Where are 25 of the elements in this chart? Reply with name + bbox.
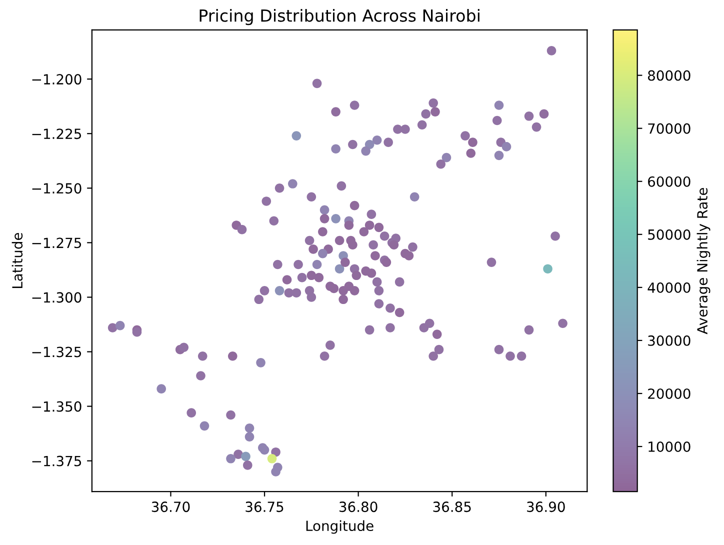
x-tick-label: 36.75: [246, 502, 284, 512]
y-tick-label: −1.200: [32, 74, 82, 85]
chart-title: Pricing Distribution Across Nairobi: [200, 8, 480, 26]
y-axis-title: Latitude: [12, 232, 23, 288]
color-bar-label: 70000: [648, 123, 690, 134]
x-tick-label: 36.70: [152, 502, 190, 512]
color-bar-label: 80000: [648, 70, 690, 81]
y-tick-label: −1.300: [32, 292, 82, 303]
x-axis-title: Longitude: [306, 520, 374, 534]
y-tick-label: −1.350: [32, 401, 82, 412]
color-bar-label: 40000: [648, 282, 690, 293]
y-tick-label: −1.275: [32, 238, 82, 248]
y-tick-label: −1.250: [32, 183, 82, 194]
y-tick-label: −1.375: [32, 456, 82, 466]
x-tick-label: 36.85: [433, 502, 471, 512]
color-bar-label: 60000: [648, 176, 690, 187]
color-bar-label: 10000: [648, 441, 690, 452]
color-bar-label: 30000: [648, 335, 690, 346]
color-bar-label: 20000: [648, 388, 690, 399]
y-tick-label: −1.225: [32, 128, 82, 140]
y-tick-label: −1.325: [32, 346, 82, 358]
x-tick-label: 36.90: [527, 502, 565, 512]
color-bar-title: Average Nightly Rate: [696, 188, 710, 334]
x-tick-label: 36.80: [339, 502, 378, 512]
color-bar-label: 50000: [648, 229, 690, 240]
